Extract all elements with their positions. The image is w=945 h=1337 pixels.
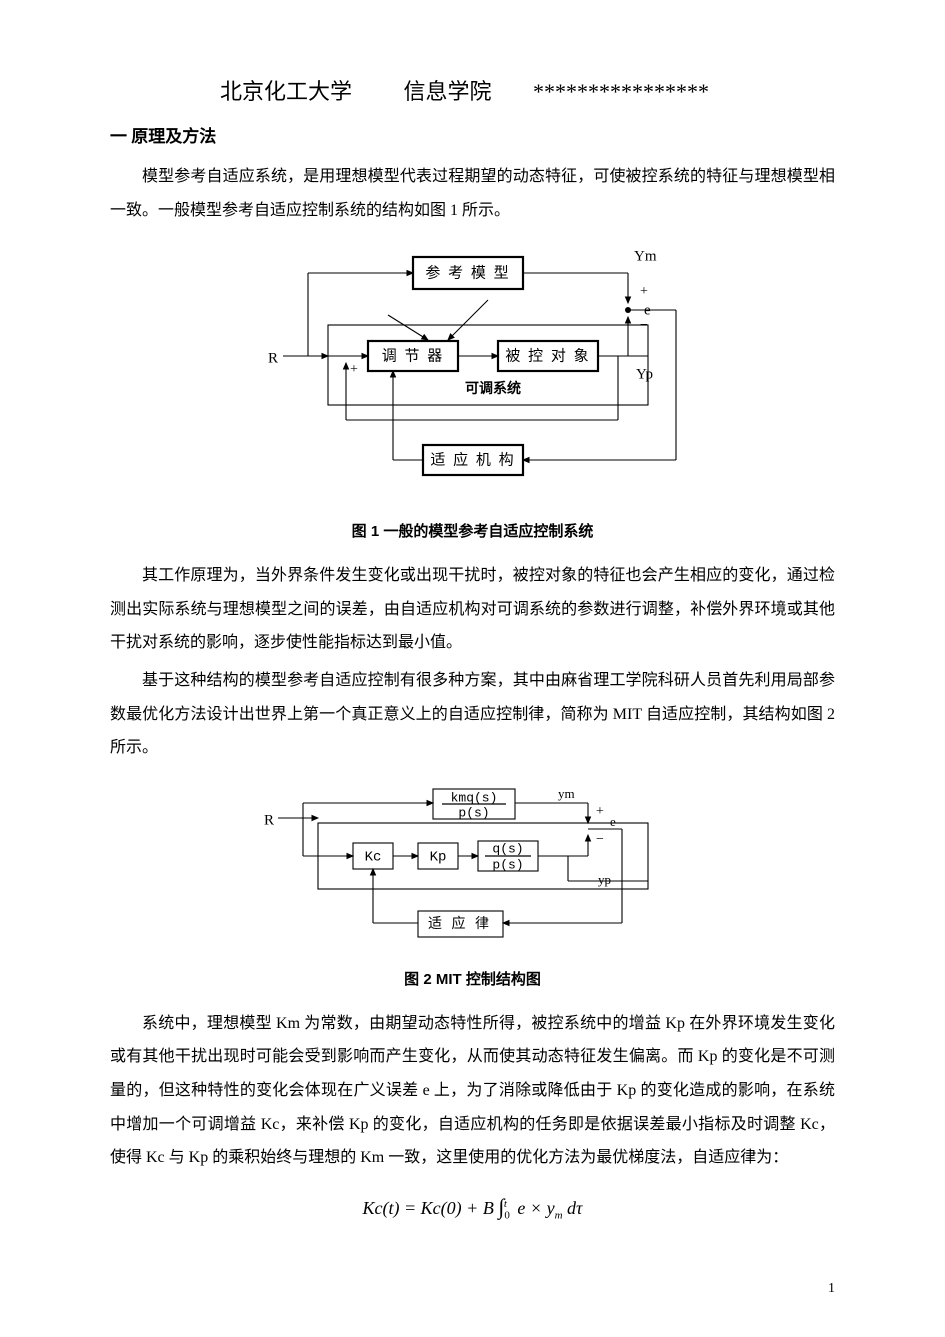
fig2-sign-minus: −	[596, 832, 604, 847]
fig1-node-regulator: 调 节 器	[381, 348, 444, 365]
fig2-adapt-law: 适 应 律	[428, 915, 492, 932]
fig1-label-tunable: 可调系统	[465, 380, 521, 396]
fig2-sign-plus: +	[596, 804, 604, 819]
paragraph-1: 模型参考自适应系统，是用理想模型代表过程期望的动态特征，可使被控系统的特征与理想…	[110, 160, 835, 227]
paragraph-4: 系统中，理想模型 Km 为常数，由期望动态特性所得，被控系统中的增益 Kp 在外…	[110, 1007, 835, 1175]
header-university: 北京化工大学	[220, 70, 352, 114]
paragraph-3: 基于这种结构的模型参考自适应控制有很多种方案，其中由麻省理工学院科研人员首先利用…	[110, 664, 835, 765]
fig2-km-den: p(s)	[458, 805, 489, 820]
fig1-label-Yp: Yp	[636, 367, 653, 383]
fig2-tf-den: p(s)	[492, 857, 523, 872]
fig2-Kp-box: Kp	[429, 849, 446, 865]
fig1-sign-plus-left: +	[350, 362, 358, 377]
header-college: 信息学院	[404, 70, 492, 114]
figure-2-caption: 图 2 MIT 控制结构图	[110, 965, 835, 995]
figure-1-diagram: 参 考 模 型 调 节 器 被 控 对 象 适 应 机 构 R + Yp Ym …	[238, 245, 708, 505]
equation-kc: Kc(t) = Kc(0) + B ∫0t e × ym dτ	[110, 1185, 835, 1229]
fig2-label-e: e	[610, 814, 616, 829]
fig1-node-adapt: 适 应 机 构	[430, 451, 515, 469]
fig2-label-R: R	[264, 812, 274, 828]
page-number: 1	[828, 1275, 835, 1303]
page: 北京化工大学 信息学院 **************** 一 原理及方法 模型参…	[0, 0, 945, 1337]
header-stars: ****************	[533, 70, 709, 114]
fig1-sign-plus-top: +	[640, 284, 648, 299]
fig1-node-plant: 被 控 对 象	[505, 348, 590, 365]
fig2-km-num: kmq(s)	[450, 790, 497, 805]
fig2-label-ym: ym	[558, 786, 575, 801]
fig2-label-yp: yp	[598, 872, 611, 887]
fig2-tf-num: q(s)	[492, 841, 523, 856]
fig1-label-Ym: Ym	[634, 249, 657, 265]
fig1-node-refmodel: 参 考 模 型	[425, 265, 510, 282]
figure-2-diagram: R kmq(s) p(s) ym Kc Kp q(s) p(s) yp	[258, 783, 688, 953]
fig2-Kc-box: Kc	[364, 849, 381, 865]
paragraph-2: 其工作原理为，当外界条件发生变化或出现干扰时，被控对象的特征也会产生相应的变化，…	[110, 559, 835, 660]
fig1-sign-minus: −	[640, 318, 648, 333]
page-header: 北京化工大学 信息学院 ****************	[110, 70, 835, 114]
fig1-label-R: R	[268, 351, 278, 367]
figure-1-caption: 图 1 一般的模型参考自适应控制系统	[110, 517, 835, 547]
section-1-title: 一 原理及方法	[110, 120, 835, 154]
